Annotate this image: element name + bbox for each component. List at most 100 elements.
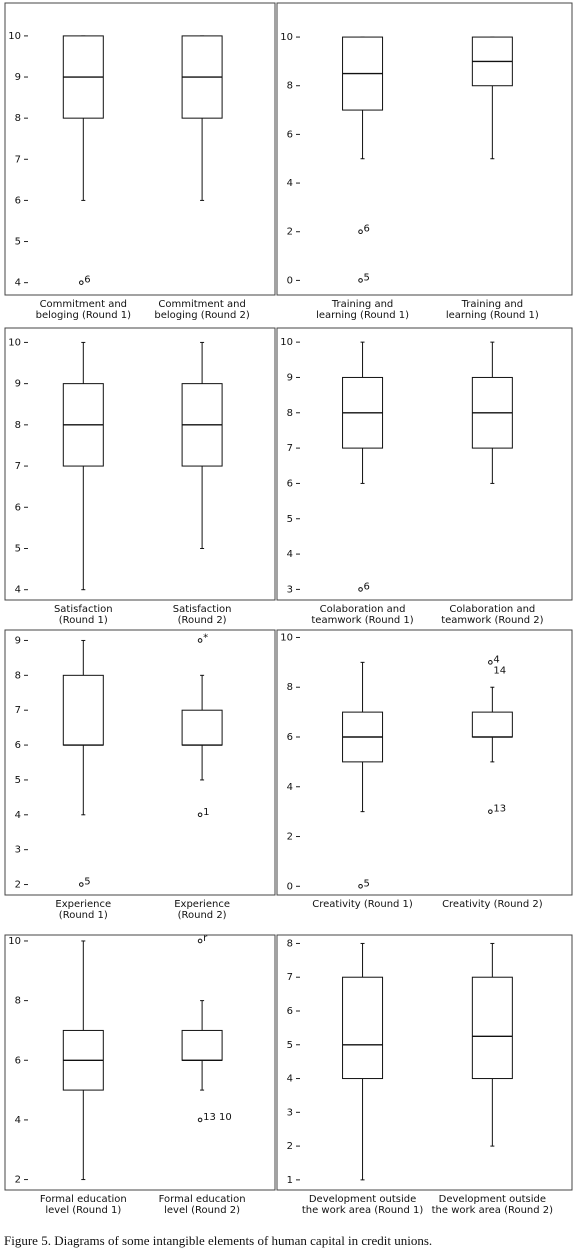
outlier (488, 809, 493, 814)
y-tick-label: 4 (15, 585, 21, 596)
outlier (358, 883, 363, 889)
panel-frame (4, 629, 276, 896)
x-tick-label: Commitment and (158, 299, 245, 310)
outlier-label: * (203, 632, 208, 643)
y-tick-label: 8 (287, 81, 293, 92)
y-tick-label: 8 (287, 682, 293, 693)
box (471, 711, 513, 738)
panel-frame (4, 327, 276, 601)
y-tick-label: 5 (15, 775, 21, 786)
y-tick-label: 6 (15, 195, 21, 206)
y-tick-label: 8 (15, 420, 21, 431)
y-tick-label: 10 (8, 31, 21, 42)
x-tick-label: Formal education (159, 1194, 246, 1205)
x-tick-label: Satisfaction (173, 604, 232, 615)
x-tick-label: Creativity (Round 1) (312, 899, 413, 910)
panel-frame (276, 934, 573, 1191)
outlier (197, 638, 203, 643)
y-tick-label: 8 (287, 408, 293, 419)
outlier (79, 882, 84, 887)
outlier-label: 5 (364, 272, 370, 283)
box (342, 976, 384, 1080)
y-tick-label: 4 (287, 1074, 293, 1085)
y-tick-label: 4 (287, 782, 293, 793)
outlier-label: 1 (203, 807, 209, 818)
y-tick-label: 10 (280, 32, 293, 43)
box (181, 1029, 223, 1061)
x-tick-label: Formal education (40, 1194, 127, 1205)
x-tick-label: Commitment and (40, 299, 127, 310)
y-tick-label: 8 (15, 670, 21, 681)
x-tick-label: the work area (Round 1) (302, 1205, 424, 1216)
y-tick-label: 7 (15, 461, 21, 472)
y-tick-label: 3 (287, 584, 293, 595)
caption: Figure 5. Diagrams of some intangible el… (4, 1233, 432, 1248)
y-tick-label: 10 (8, 337, 21, 348)
y-tick-label: 2 (287, 832, 293, 843)
y-tick-label: 6 (287, 478, 293, 489)
y-tick-label: 10 (280, 632, 293, 643)
y-tick-label: 6 (15, 502, 21, 513)
y-tick-label: 0 (287, 275, 293, 286)
outlier-label: 13 (493, 804, 506, 815)
outlier (197, 812, 203, 818)
x-tick-label: Development outside (309, 1194, 416, 1205)
x-tick-label: (Round 1) (59, 615, 108, 626)
y-tick-label: 4 (15, 278, 21, 289)
x-tick-label: the work area (Round 2) (432, 1205, 554, 1216)
panel-frame (4, 2, 276, 296)
y-tick-label: 9 (15, 379, 21, 390)
y-tick-label: 7 (287, 443, 293, 454)
x-tick-label: level (Round 2) (164, 1205, 240, 1216)
x-tick-label: beloging (Round 1) (36, 310, 131, 321)
y-tick-label: 6 (287, 129, 293, 140)
outlier-label: 13 10 (203, 1112, 232, 1123)
y-tick-label: 4 (15, 1115, 21, 1126)
box (181, 709, 223, 746)
x-tick-label: (Round 2) (178, 910, 227, 921)
box (62, 674, 104, 746)
y-tick-label: 6 (15, 740, 21, 751)
x-tick-label: teamwork (Round 1) (311, 615, 413, 626)
y-tick-label: 6 (287, 1006, 293, 1017)
outlier-label: 6 (364, 224, 370, 235)
y-tick-label: 9 (15, 72, 21, 83)
x-tick-label: Satisfaction (54, 604, 113, 615)
y-tick-label: 1 (287, 1175, 293, 1186)
y-tick-label: 4 (287, 178, 293, 189)
y-tick-label: 4 (15, 810, 21, 821)
y-tick-label: 7 (15, 705, 21, 716)
outlier-label: 5 (84, 877, 90, 888)
panel-frame (276, 629, 573, 896)
y-tick-label: 8 (287, 938, 293, 949)
x-tick-label: Development outside (439, 1194, 546, 1205)
x-tick-label: (Round 1) (59, 910, 108, 921)
y-tick-label: 6 (15, 1055, 21, 1066)
x-tick-label: (Round 2) (178, 615, 227, 626)
x-tick-label: level (Round 1) (45, 1205, 121, 1216)
x-tick-label: Experience (55, 899, 111, 910)
y-tick-label: 2 (15, 1175, 21, 1186)
x-tick-label: beloging (Round 2) (154, 310, 249, 321)
y-tick-label: 2 (287, 227, 293, 238)
outlier (358, 278, 363, 283)
x-tick-label: Experience (174, 899, 230, 910)
outlier (488, 660, 493, 665)
x-tick-label: Creativity (Round 2) (442, 899, 543, 910)
x-tick-label: Training and (331, 299, 393, 310)
outlier-label: 4 (493, 654, 499, 665)
x-tick-label: Colaboration and (320, 604, 406, 615)
y-tick-label: 10 (8, 936, 21, 947)
x-tick-label: teamwork (Round 2) (441, 615, 543, 626)
y-tick-label: 7 (287, 972, 293, 983)
y-tick-label: 3 (15, 845, 21, 856)
panel-frame (276, 327, 573, 601)
panel-frame (276, 2, 573, 296)
outlier (358, 229, 363, 235)
annotation: 14 (493, 665, 506, 676)
y-tick-label: 0 (287, 881, 293, 892)
x-tick-label: learning (Round 1) (446, 310, 539, 321)
outlier-label: r (203, 933, 208, 944)
